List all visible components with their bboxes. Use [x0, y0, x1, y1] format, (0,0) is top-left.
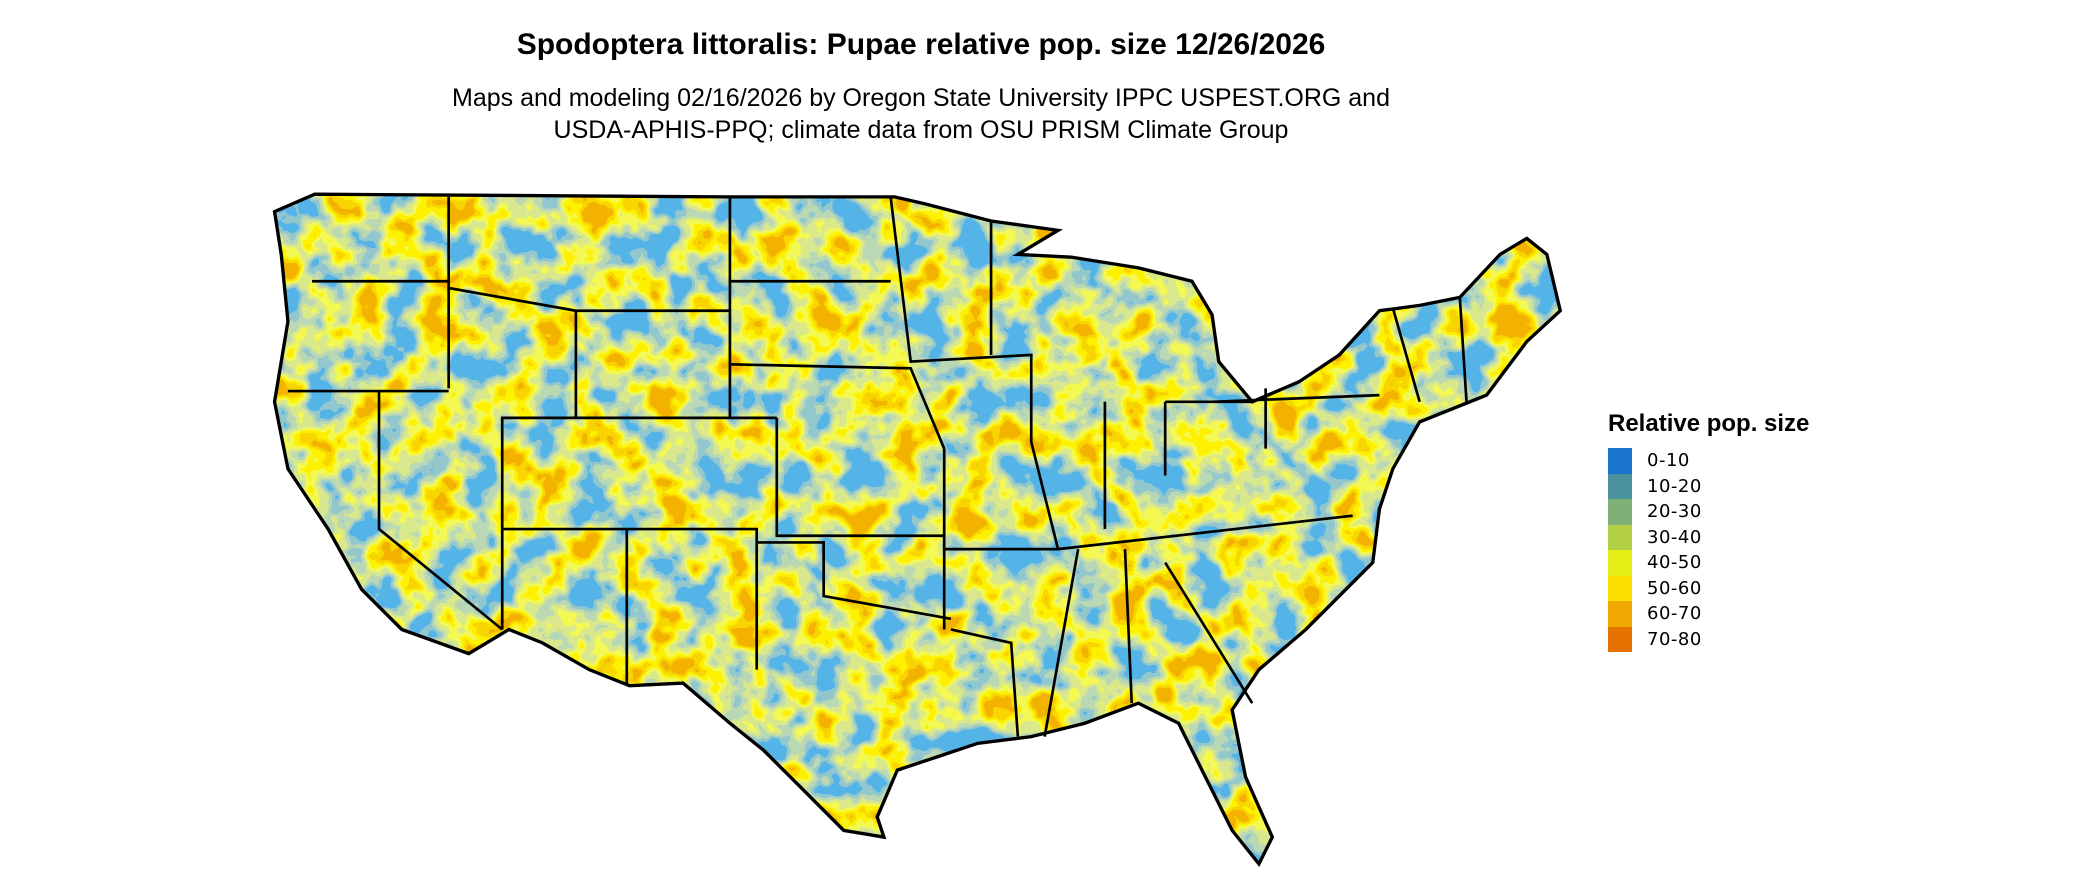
state-borders	[272, 192, 1562, 866]
legend-label: 50-60	[1647, 577, 1702, 599]
legend-swatch	[1608, 575, 1632, 601]
population-raster	[274, 194, 1561, 864]
legend-label: 10-20	[1647, 475, 1702, 497]
legend-swatch	[1608, 626, 1632, 652]
legend-item: 0-10	[1608, 448, 1809, 474]
legend-title: Relative pop. size	[1608, 410, 1810, 437]
legend-item: 60-70	[1608, 601, 1809, 627]
legend-label: 30-40	[1647, 526, 1702, 548]
legend-swatch	[1608, 601, 1632, 627]
map-title: Spodoptera littoralis: Pupae relative po…	[516, 28, 1326, 61]
legend-swatch	[1608, 524, 1632, 550]
legend-item: 70-80	[1608, 626, 1809, 652]
legend-item: 10-20	[1608, 473, 1809, 499]
legend-swatch	[1608, 550, 1632, 576]
legend-item: 30-40	[1608, 524, 1809, 550]
legend-item: 20-30	[1608, 499, 1809, 525]
legend-label: 70-80	[1647, 628, 1702, 650]
legend-label: 60-70	[1647, 603, 1702, 625]
legend-label: 40-50	[1647, 552, 1702, 574]
legend: Relative pop. size 0-10 10-20 20-30 30-40 40…	[1608, 410, 1809, 652]
legend-swatch	[1608, 448, 1632, 474]
legend-label: 0-10	[1647, 450, 1690, 472]
map-subtitle-line-2: USDA-APHIS-PPQ; climate data from OSU PR…	[553, 116, 1289, 144]
map-subtitle-line-1: Maps and modeling 02/16/2026 by Oregon S…	[452, 84, 1390, 112]
legend-swatch	[1608, 499, 1632, 525]
legend-label: 20-30	[1647, 501, 1702, 523]
legend-item: 40-50	[1608, 550, 1809, 576]
legend-swatch	[1608, 473, 1632, 499]
legend-item: 50-60	[1608, 575, 1809, 601]
